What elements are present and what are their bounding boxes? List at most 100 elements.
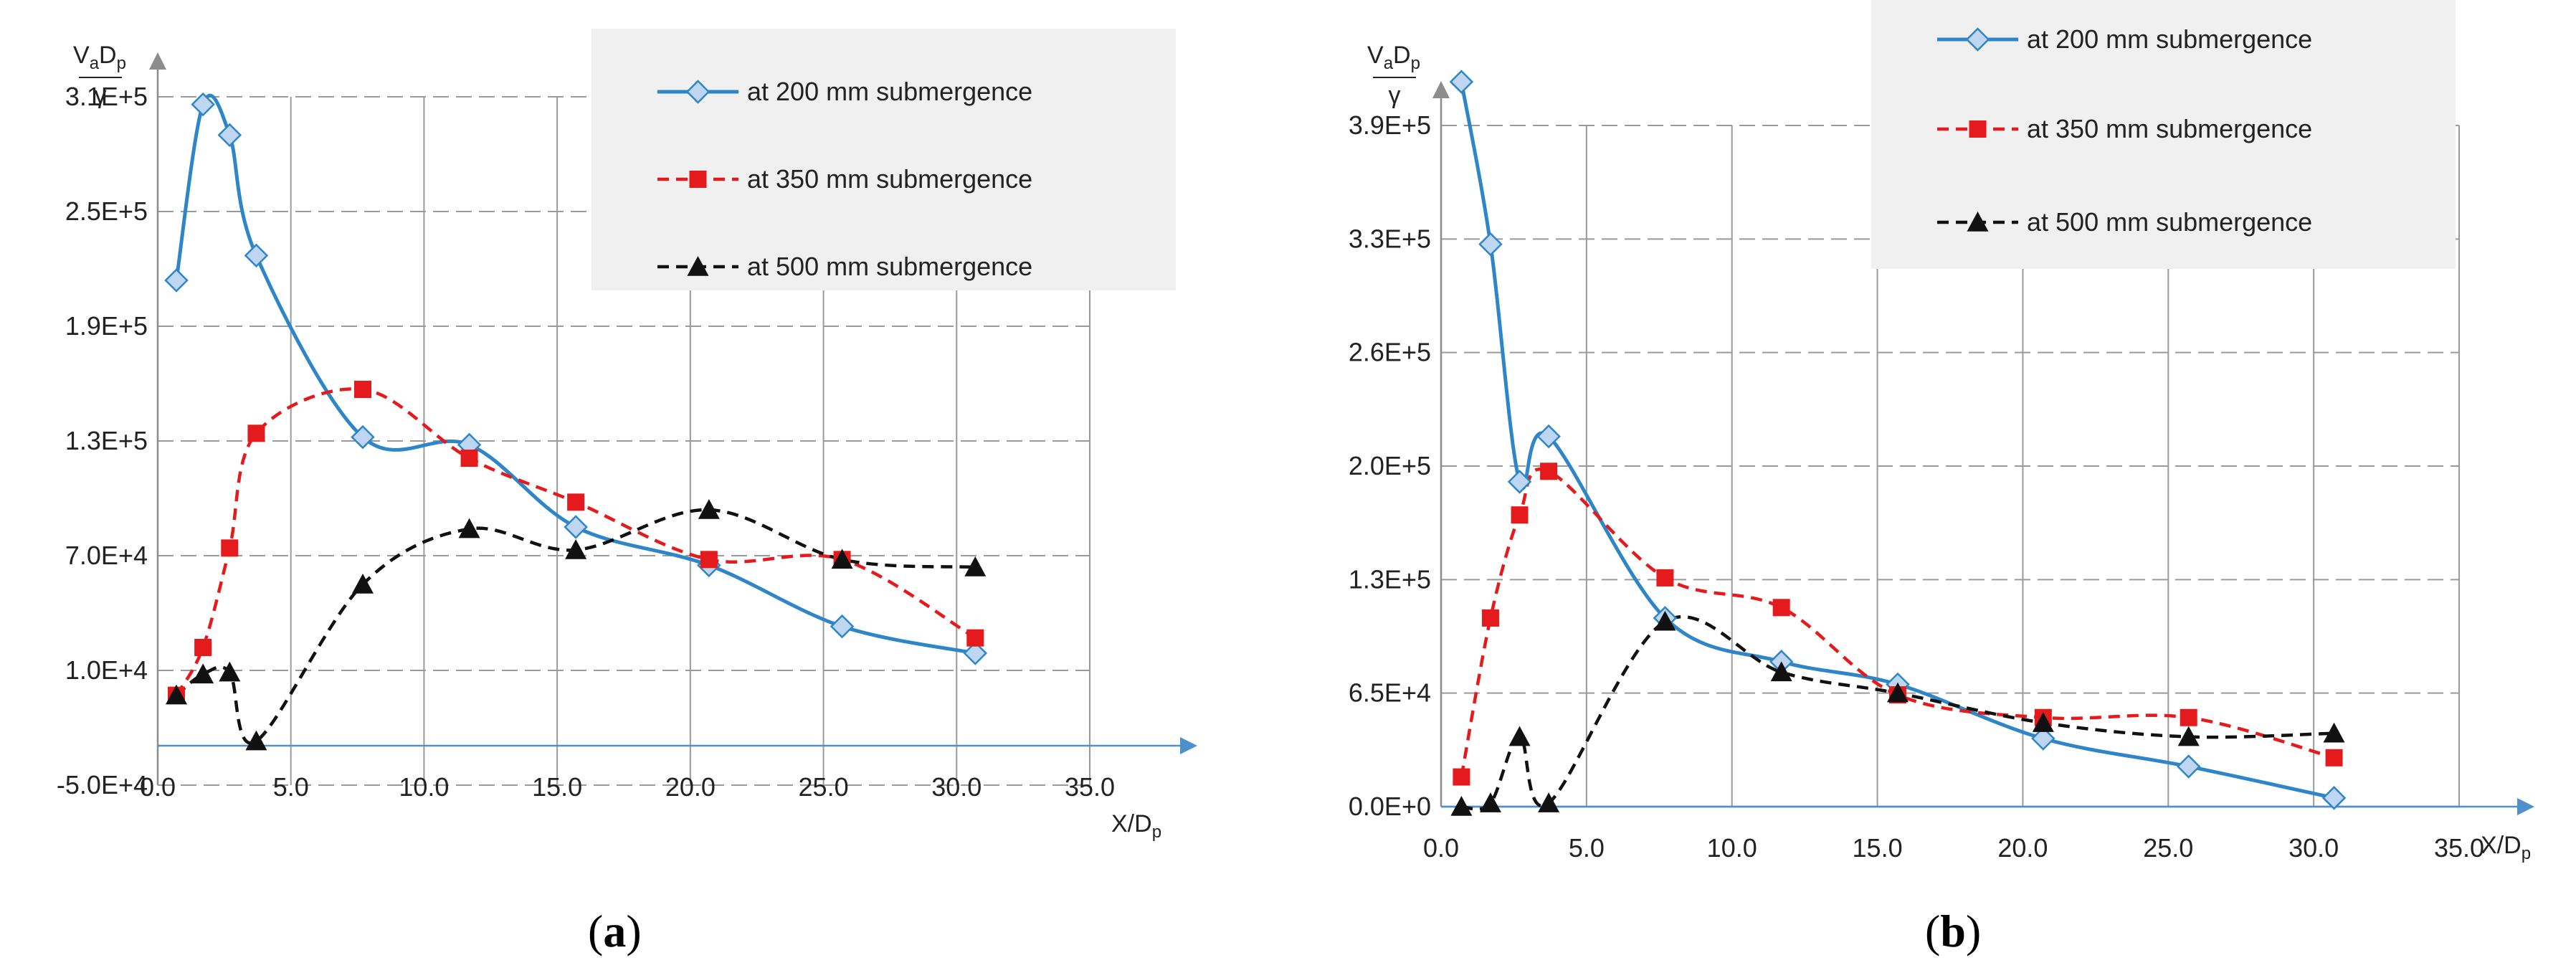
y-tick-label: 1.3E+5 bbox=[1349, 564, 1431, 594]
data-point-triangle bbox=[1479, 792, 1501, 812]
legend-label-2: at 350 mm submergence bbox=[747, 164, 1032, 194]
data-point-diamond bbox=[830, 614, 855, 639]
data-point-diamond bbox=[1478, 232, 1503, 257]
y-tick-label: 2.5E+5 bbox=[65, 196, 148, 226]
data-point-square bbox=[2180, 708, 2197, 726]
data-point-square bbox=[247, 424, 265, 442]
y-tick-label: 0.0E+0 bbox=[1349, 792, 1431, 821]
y-tick-label: 1.3E+5 bbox=[65, 426, 148, 455]
data-point-diamond bbox=[1449, 70, 1474, 94]
x-tick-label: 0.0 bbox=[140, 772, 176, 802]
legend-marker-square-icon bbox=[1969, 120, 1987, 138]
data-point-triangle bbox=[1886, 682, 1909, 703]
y-tick-label: 1.9E+5 bbox=[65, 311, 148, 341]
data-point-square bbox=[1540, 462, 1558, 480]
y-tick-label: 3.3E+5 bbox=[1349, 224, 1431, 253]
y-axis-arrow-icon bbox=[149, 52, 166, 70]
x-axis-arrow-icon bbox=[2517, 798, 2534, 815]
x-tick-label: 20.0 bbox=[1997, 833, 2048, 863]
data-point-diamond bbox=[1507, 470, 1532, 494]
x-tick-label: 15.0 bbox=[532, 772, 582, 802]
data-point-diamond bbox=[191, 92, 215, 117]
legend-label-3: at 500 mm submergence bbox=[747, 252, 1032, 281]
data-point-square bbox=[700, 551, 718, 569]
data-point-square bbox=[1772, 599, 1790, 617]
data-point-triangle bbox=[458, 518, 480, 538]
legend-marker-square-icon bbox=[689, 171, 707, 188]
x-axis-title: X/Dp bbox=[1111, 810, 1161, 842]
data-point-square bbox=[194, 639, 212, 656]
y-tick-label: 2.0E+5 bbox=[1349, 451, 1431, 480]
data-point-triangle bbox=[352, 574, 374, 594]
data-point-triangle bbox=[964, 556, 987, 576]
data-point-square bbox=[221, 539, 239, 557]
data-point-triangle bbox=[192, 663, 214, 684]
data-point-triangle bbox=[1450, 796, 1473, 816]
x-tick-label: 20.0 bbox=[665, 772, 716, 802]
x-tick-label: 10.0 bbox=[399, 772, 449, 802]
x-tick-label: 0.0 bbox=[1423, 833, 1459, 863]
data-point-diamond bbox=[217, 123, 242, 148]
data-point-triangle bbox=[565, 539, 587, 559]
data-point-triangle bbox=[245, 730, 267, 751]
data-point-diamond bbox=[244, 243, 269, 268]
y-tick-label: -5.0E+4 bbox=[57, 770, 148, 799]
data-point-triangle bbox=[2032, 712, 2054, 732]
chart-panel-a: -5.0E+4 1.0E+4 7.0E+4 1.3E+5 1.9E+5 2.5E+5 3.1… bbox=[57, 29, 1197, 957]
data-point-triangle bbox=[1654, 610, 1676, 631]
data-point-diamond bbox=[963, 641, 988, 665]
data-point-triangle bbox=[2323, 722, 2345, 743]
data-point-diamond bbox=[2176, 754, 2201, 779]
series-line-1 bbox=[174, 93, 976, 655]
x-tick-label: 15.0 bbox=[1853, 833, 1903, 863]
data-point-triangle bbox=[166, 684, 187, 705]
x-tick-label: 35.0 bbox=[1065, 772, 1115, 802]
panel-label: (b) bbox=[1925, 906, 1981, 957]
y-tick-label: 7.0E+4 bbox=[65, 541, 148, 570]
data-point-square bbox=[1511, 506, 1529, 524]
y-axis-title-denominator: γ bbox=[1389, 82, 1401, 109]
x-tick-label: 5.0 bbox=[1569, 833, 1605, 863]
chart-panel-b: 0.0E+0 6.5E+4 1.3E+5 2.0E+5 2.6E+5 3.3E+5 3.9E… bbox=[1349, 0, 2534, 957]
x-tick-label: 10.0 bbox=[1707, 833, 1757, 863]
x-tick-label: 25.0 bbox=[799, 772, 849, 802]
data-point-triangle bbox=[1770, 661, 1792, 682]
x-axis-arrow-icon bbox=[1180, 737, 1197, 754]
data-point-square bbox=[966, 629, 984, 647]
panel-label: (a) bbox=[588, 906, 642, 957]
data-point-diamond bbox=[2321, 786, 2347, 810]
x-tick-label: 35.0 bbox=[2434, 833, 2484, 863]
y-tick-label: 2.6E+5 bbox=[1349, 338, 1431, 367]
y-axis-arrow-icon bbox=[1432, 81, 1450, 98]
data-point-square bbox=[567, 493, 585, 511]
data-point-square bbox=[354, 381, 371, 398]
series-line-2 bbox=[1460, 467, 2335, 777]
data-point-triangle bbox=[219, 661, 241, 682]
x-tick-label: 5.0 bbox=[273, 772, 309, 802]
x-tick-label: 30.0 bbox=[931, 772, 982, 802]
data-point-square bbox=[1453, 768, 1470, 786]
data-point-diamond bbox=[351, 424, 375, 450]
data-point-diamond bbox=[564, 515, 588, 539]
series-line-1 bbox=[1459, 81, 2335, 800]
data-point-triangle bbox=[1508, 726, 1531, 746]
legend-marker-triangle-icon bbox=[687, 256, 709, 276]
legend-box bbox=[1871, 0, 2456, 269]
data-point-triangle bbox=[2177, 726, 2200, 746]
data-point-diamond bbox=[2031, 726, 2055, 751]
data-point-square bbox=[1481, 609, 1499, 627]
y-tick-label: 3.9E+5 bbox=[1349, 110, 1431, 140]
data-point-square bbox=[2325, 749, 2343, 766]
legend-marker-triangle-icon bbox=[1967, 212, 1989, 232]
data-point-triangle bbox=[698, 499, 720, 519]
y-axis-title: VaDp bbox=[1367, 42, 1420, 73]
y-tick-label: 6.5E+4 bbox=[1349, 678, 1431, 708]
legend-label-3: at 500 mm submergence bbox=[2027, 207, 2312, 237]
x-axis-title: X/Dp bbox=[2481, 832, 2531, 863]
data-point-diamond bbox=[1536, 424, 1561, 449]
y-axis-title-denominator: γ bbox=[95, 82, 107, 109]
series-line-3 bbox=[1461, 615, 2334, 811]
x-tick-label: 30.0 bbox=[2289, 833, 2339, 863]
data-point-square bbox=[1656, 569, 1674, 587]
